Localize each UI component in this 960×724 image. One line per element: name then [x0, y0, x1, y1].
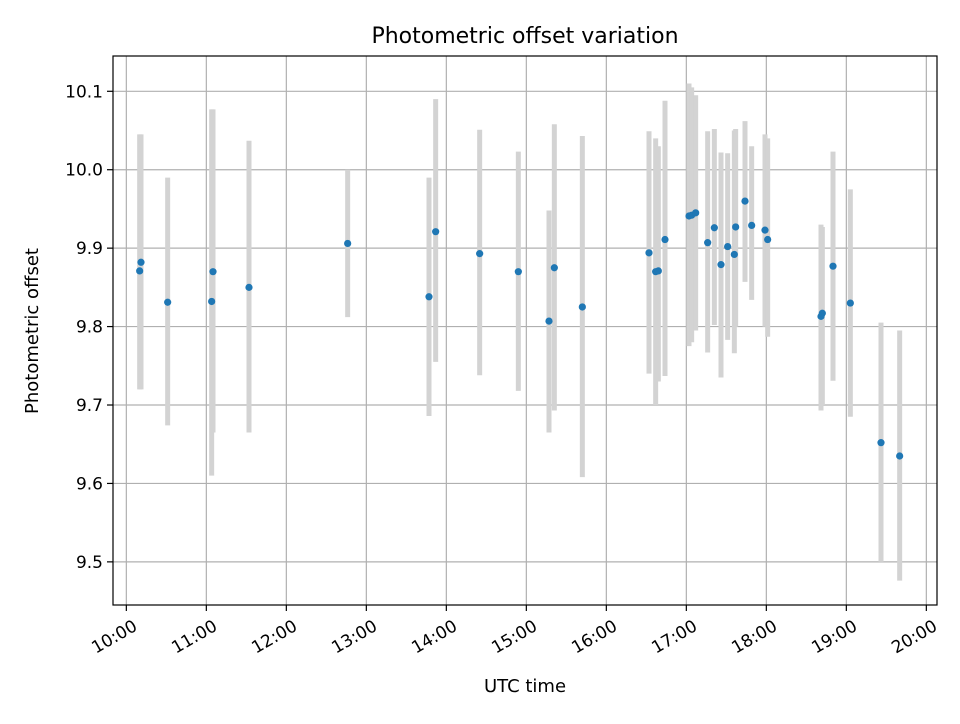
x-tick-label: 11:00	[168, 616, 220, 658]
data-point	[476, 250, 484, 258]
data-point	[654, 267, 662, 275]
data-point	[514, 268, 522, 276]
axes-frame	[112, 55, 938, 606]
x-tick-label: 12:00	[248, 616, 300, 658]
y-tick-label: 9.8	[76, 318, 103, 338]
data-point	[818, 309, 826, 317]
data-point	[578, 303, 586, 311]
x-axis-label: UTC time	[484, 676, 566, 697]
data-point	[692, 209, 700, 217]
x-tick-label: 18:00	[728, 616, 780, 658]
data-point	[209, 268, 217, 276]
x-tick-label: 14:00	[408, 616, 460, 658]
data-point	[710, 224, 718, 232]
y-tick-label: 10.0	[65, 161, 103, 181]
data-point	[896, 452, 904, 460]
data-point	[717, 261, 725, 269]
data-point	[645, 249, 653, 257]
chart-title: Photometric offset variation	[371, 24, 678, 49]
y-tick-label: 9.6	[76, 474, 103, 494]
data-point	[164, 298, 172, 306]
y-tick-label: 9.9	[76, 239, 103, 259]
data-point	[724, 242, 732, 251]
data-point	[661, 235, 669, 244]
y-tick-label: 9.5	[76, 553, 103, 573]
data-point	[846, 299, 854, 307]
data-point	[344, 239, 352, 248]
x-tick-label: 13:00	[328, 616, 380, 658]
data-point	[764, 235, 772, 244]
data-point	[732, 223, 740, 231]
x-tick-label: 10:00	[88, 616, 140, 658]
data-point	[208, 297, 216, 306]
x-tick-label: 17:00	[648, 616, 700, 658]
data-point	[877, 439, 885, 447]
y-tick-label: 10.1	[65, 82, 103, 102]
data-point	[829, 262, 837, 270]
data-point	[432, 228, 440, 236]
y-tick-label: 9.7	[76, 396, 103, 416]
data-point	[741, 197, 749, 205]
data-point	[545, 317, 553, 325]
data-point	[704, 239, 712, 247]
y-axis-label: Photometric offset	[22, 248, 43, 414]
errorbar-layer	[137, 83, 903, 581]
tick-layer: 10:00 11:00 12:00 13:00 14:00 15:00 16:00 17:00…	[65, 82, 941, 658]
data-point	[761, 226, 769, 234]
data-point	[245, 283, 253, 291]
grid-layer	[113, 56, 937, 605]
data-point	[136, 267, 144, 275]
data-point	[730, 250, 738, 259]
data-point	[425, 293, 433, 301]
x-tick-label: 20:00	[888, 616, 940, 658]
x-tick-label: 15:00	[488, 616, 540, 658]
data-point	[550, 264, 558, 272]
data-point	[748, 221, 756, 230]
data-point	[137, 258, 145, 266]
point-layer	[136, 197, 904, 460]
x-tick-label: 19:00	[808, 616, 860, 658]
x-tick-label: 16:00	[568, 616, 620, 658]
